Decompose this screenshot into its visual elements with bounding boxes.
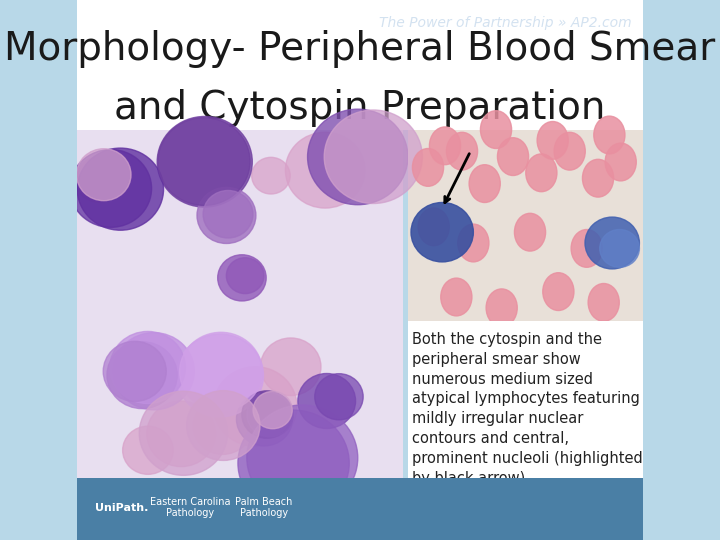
Circle shape [110, 332, 186, 403]
Circle shape [76, 148, 131, 201]
Ellipse shape [418, 208, 449, 246]
FancyBboxPatch shape [408, 130, 644, 321]
Ellipse shape [486, 289, 517, 327]
Text: Eastern Carolina
Pathology: Eastern Carolina Pathology [150, 497, 230, 518]
Circle shape [238, 410, 349, 516]
FancyBboxPatch shape [76, 0, 644, 130]
Circle shape [186, 390, 260, 461]
FancyBboxPatch shape [76, 130, 402, 478]
Ellipse shape [588, 284, 619, 321]
Circle shape [77, 148, 163, 230]
Circle shape [242, 391, 292, 438]
Circle shape [203, 191, 253, 238]
Circle shape [585, 217, 639, 269]
Circle shape [103, 341, 166, 401]
Ellipse shape [429, 127, 461, 165]
Ellipse shape [543, 273, 574, 310]
Circle shape [217, 255, 266, 301]
Circle shape [70, 150, 152, 227]
Circle shape [247, 405, 358, 511]
Circle shape [600, 230, 639, 267]
FancyBboxPatch shape [408, 321, 644, 497]
Circle shape [139, 391, 228, 475]
Ellipse shape [582, 159, 613, 197]
Text: Palm Beach
Pathology: Palm Beach Pathology [235, 497, 292, 518]
Text: and Cytospin Preparation: and Cytospin Preparation [114, 89, 606, 127]
Ellipse shape [526, 154, 557, 192]
Text: Morphology- Peripheral Blood Smear: Morphology- Peripheral Blood Smear [4, 30, 716, 68]
Ellipse shape [458, 224, 489, 262]
Circle shape [285, 132, 365, 208]
Circle shape [157, 117, 252, 207]
Ellipse shape [498, 138, 528, 176]
Ellipse shape [446, 132, 477, 170]
Circle shape [298, 374, 356, 429]
Circle shape [315, 374, 363, 420]
FancyBboxPatch shape [76, 130, 402, 478]
Ellipse shape [413, 148, 444, 186]
Ellipse shape [514, 213, 546, 251]
Circle shape [176, 334, 264, 417]
Circle shape [75, 157, 122, 202]
Circle shape [411, 202, 473, 262]
Text: UniPath.: UniPath. [95, 503, 148, 512]
Circle shape [214, 367, 297, 446]
Circle shape [307, 109, 408, 205]
Circle shape [197, 187, 256, 244]
Circle shape [236, 393, 292, 446]
Circle shape [261, 338, 321, 396]
Circle shape [193, 398, 252, 455]
Ellipse shape [469, 165, 500, 202]
Circle shape [147, 401, 215, 467]
Circle shape [226, 258, 264, 294]
Circle shape [122, 426, 174, 474]
Ellipse shape [441, 278, 472, 316]
FancyBboxPatch shape [76, 478, 644, 540]
Circle shape [107, 342, 177, 409]
Circle shape [247, 393, 293, 437]
Ellipse shape [571, 230, 603, 267]
Ellipse shape [605, 143, 636, 181]
Ellipse shape [537, 122, 568, 159]
Text: The Power of Partnership » AP2.com: The Power of Partnership » AP2.com [379, 16, 632, 30]
Circle shape [252, 157, 290, 194]
Circle shape [180, 332, 262, 411]
Circle shape [324, 110, 423, 204]
Ellipse shape [594, 116, 625, 154]
Circle shape [158, 118, 250, 205]
Circle shape [113, 333, 194, 410]
Ellipse shape [554, 132, 585, 170]
Circle shape [253, 392, 292, 429]
Ellipse shape [480, 111, 512, 148]
Text: Both the cytospin and the
peripheral smear show
numerous medium sized
atypical l: Both the cytospin and the peripheral sme… [412, 332, 643, 485]
